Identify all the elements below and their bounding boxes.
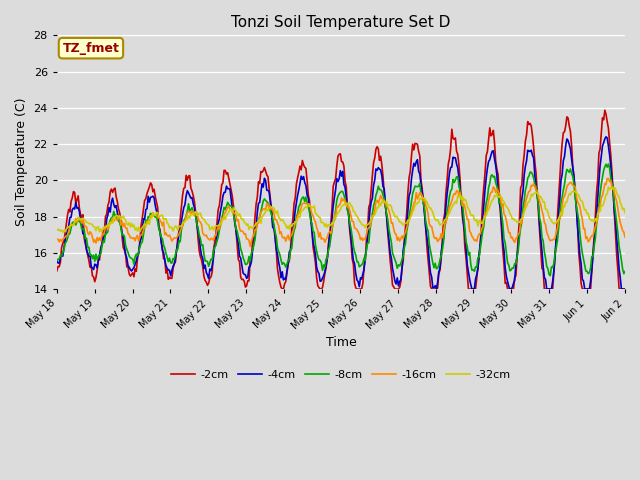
-32cm: [294, 216, 301, 221]
Text: TZ_fmet: TZ_fmet: [63, 42, 120, 55]
-2cm: [570, 173, 578, 179]
Line: -8cm: -8cm: [57, 164, 625, 276]
-2cm: [472, 286, 479, 292]
-16cm: [294, 212, 301, 218]
-2cm: [621, 286, 629, 292]
-4cm: [53, 258, 61, 264]
-8cm: [605, 161, 612, 167]
-16cm: [570, 183, 578, 189]
-8cm: [570, 181, 578, 187]
-32cm: [472, 218, 479, 224]
-32cm: [231, 207, 239, 213]
-8cm: [547, 273, 554, 278]
-8cm: [292, 214, 300, 219]
-2cm: [294, 175, 301, 180]
-32cm: [59, 229, 67, 235]
-8cm: [371, 199, 379, 205]
Y-axis label: Soil Temperature (C): Soil Temperature (C): [15, 98, 28, 227]
-4cm: [371, 177, 379, 183]
-4cm: [602, 134, 610, 140]
-16cm: [372, 199, 380, 205]
-16cm: [621, 234, 629, 240]
-16cm: [604, 176, 611, 181]
Line: -4cm: -4cm: [57, 137, 625, 289]
-2cm: [53, 268, 61, 274]
-32cm: [372, 209, 380, 215]
-8cm: [230, 212, 237, 218]
-8cm: [621, 269, 629, 275]
Line: -32cm: -32cm: [57, 187, 625, 232]
-16cm: [246, 243, 254, 249]
-2cm: [230, 204, 237, 210]
-4cm: [621, 286, 629, 292]
-32cm: [399, 222, 407, 228]
-4cm: [398, 265, 406, 271]
-2cm: [278, 286, 286, 292]
-16cm: [53, 237, 61, 242]
X-axis label: Time: Time: [326, 336, 356, 349]
-32cm: [53, 227, 61, 232]
-2cm: [399, 258, 407, 264]
-16cm: [472, 237, 479, 243]
Legend: -2cm, -4cm, -8cm, -16cm, -32cm: -2cm, -4cm, -8cm, -16cm, -32cm: [166, 366, 515, 384]
-16cm: [399, 236, 407, 242]
Title: Tonzi Soil Temperature Set D: Tonzi Soil Temperature Set D: [231, 15, 451, 30]
-4cm: [292, 200, 300, 206]
Line: -2cm: -2cm: [57, 110, 625, 289]
-2cm: [601, 108, 609, 113]
-8cm: [470, 268, 478, 274]
-32cm: [605, 184, 612, 190]
Line: -16cm: -16cm: [57, 179, 625, 246]
-2cm: [372, 146, 380, 152]
-32cm: [621, 210, 629, 216]
-16cm: [230, 211, 237, 216]
-32cm: [570, 188, 578, 194]
-4cm: [468, 286, 476, 292]
-8cm: [53, 256, 61, 262]
-4cm: [472, 276, 479, 282]
-8cm: [398, 257, 406, 263]
-4cm: [570, 175, 578, 180]
-4cm: [230, 208, 237, 214]
